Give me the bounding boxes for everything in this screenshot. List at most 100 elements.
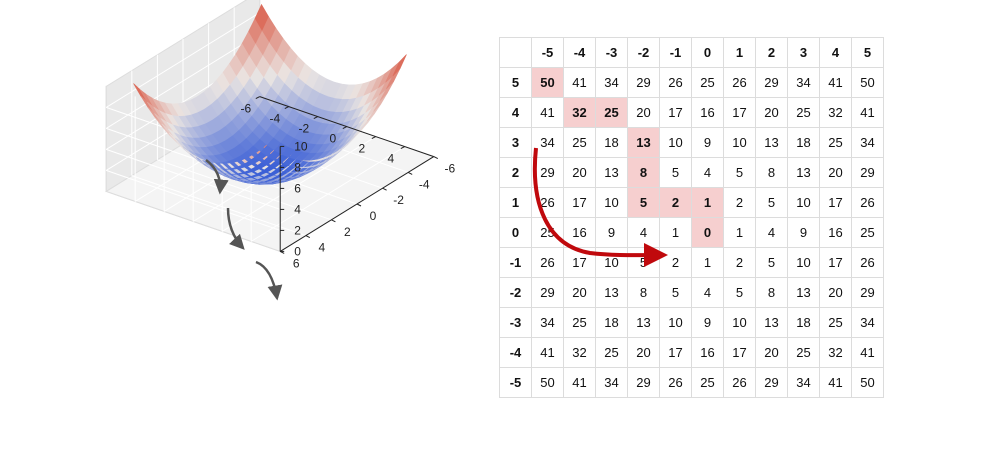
z-tick-label: 8 <box>294 160 301 174</box>
table-cell: 4 <box>691 277 724 308</box>
row-header: 4 <box>499 97 532 128</box>
row-header: -1 <box>499 247 532 278</box>
x-tick-label: 2 <box>358 142 365 156</box>
table-cell: 41 <box>531 97 564 128</box>
table-cell: 9 <box>691 307 724 338</box>
table-cell: 32 <box>819 337 852 368</box>
table-cell: 41 <box>851 97 884 128</box>
z-tick-label: 10 <box>294 139 308 153</box>
z-tick-label: 0 <box>294 244 301 258</box>
table-cell: 5 <box>659 157 692 188</box>
highlighted-cell: 32 <box>563 97 596 128</box>
table-cell: 20 <box>755 337 788 368</box>
table-cell: 25 <box>819 307 852 338</box>
table-row: 0 25 16 9 4 1 0 1 4 9 16 25 <box>499 217 884 248</box>
highlighted-cell: 2 <box>659 187 692 218</box>
table-cell: 9 <box>691 127 724 158</box>
row-header: 3 <box>499 127 532 158</box>
row-header: 2 <box>499 157 532 188</box>
highlighted-cell: 25 <box>595 97 628 128</box>
row-header: -3 <box>499 307 532 338</box>
table-cell: 17 <box>563 247 596 278</box>
row-header: -4 <box>499 337 532 368</box>
x-tick-label: 0 <box>329 132 336 146</box>
table-cell: 16 <box>691 337 724 368</box>
table-cell: 25 <box>851 217 884 248</box>
table-cell: 29 <box>531 277 564 308</box>
table-cell: 13 <box>755 307 788 338</box>
table-cell: 8 <box>755 157 788 188</box>
column-header: 4 <box>819 37 852 68</box>
table-cell: 13 <box>755 127 788 158</box>
y-tick-label: 6 <box>293 256 300 270</box>
table-cell: 20 <box>819 277 852 308</box>
table-cell: 25 <box>819 127 852 158</box>
header-row: -5 -4 -3 -2 -1 0 1 2 3 4 5 <box>499 37 884 68</box>
table-cell: 13 <box>787 157 820 188</box>
table-cell: 26 <box>851 247 884 278</box>
highlighted-cell: 50 <box>531 67 564 98</box>
table-cell: 25 <box>691 367 724 398</box>
table-cell: 18 <box>595 307 628 338</box>
table-cell: 29 <box>755 367 788 398</box>
table-cell: 9 <box>787 217 820 248</box>
table-cell: 17 <box>819 247 852 278</box>
table-cell: 41 <box>819 367 852 398</box>
table-cell: 50 <box>851 67 884 98</box>
x-tick-label: -2 <box>298 122 309 136</box>
table-cell: 17 <box>723 97 756 128</box>
table-cell: 34 <box>787 67 820 98</box>
table-cell: 34 <box>531 307 564 338</box>
table-cell: 18 <box>787 307 820 338</box>
column-header: -5 <box>531 37 564 68</box>
table-cell: 17 <box>563 187 596 218</box>
table-cell: 13 <box>627 307 660 338</box>
table-row: 2 29 20 13 8 5 4 5 8 13 20 29 <box>499 157 884 188</box>
table-row: -4 41 32 25 20 17 16 17 20 25 32 41 <box>499 337 884 368</box>
table-cell: 1 <box>723 217 756 248</box>
table-cell: 10 <box>595 187 628 218</box>
table-cell: 10 <box>659 127 692 158</box>
table-cell: 4 <box>755 217 788 248</box>
descent-arrow <box>205 159 229 195</box>
corner-cell <box>499 37 532 68</box>
y-tick-label: 0 <box>370 209 377 223</box>
table-row: -3 34 25 18 13 10 9 10 13 18 25 34 <box>499 307 884 338</box>
table-cell: 10 <box>723 127 756 158</box>
table-cell: 26 <box>723 367 756 398</box>
table-cell: 5 <box>755 187 788 218</box>
x-tick-label: -4 <box>269 112 280 126</box>
table-cell: 2 <box>659 247 692 278</box>
table-cell: 4 <box>691 157 724 188</box>
table-cell: 25 <box>563 307 596 338</box>
table-cell: 41 <box>851 337 884 368</box>
table-cell: 13 <box>787 277 820 308</box>
highlighted-cell: 1 <box>691 187 724 218</box>
table-cell: 29 <box>627 67 660 98</box>
table-cell: 20 <box>627 97 660 128</box>
row-header: 0 <box>499 217 532 248</box>
table-cell: 10 <box>659 307 692 338</box>
table-cell: 29 <box>755 67 788 98</box>
table-cell: 25 <box>563 127 596 158</box>
table-cell: 41 <box>563 367 596 398</box>
z-tick-label: 2 <box>294 223 301 237</box>
table-cell: 1 <box>659 217 692 248</box>
table-cell: 17 <box>659 97 692 128</box>
table-cell: 41 <box>819 67 852 98</box>
table-cell: 5 <box>755 247 788 278</box>
table-cell: 1 <box>691 247 724 278</box>
table-cell: 4 <box>627 217 660 248</box>
table-cell: 10 <box>723 307 756 338</box>
table-row: -2 29 20 13 8 5 4 5 8 13 20 29 <box>499 277 884 308</box>
table-cell: 10 <box>595 247 628 278</box>
table-cell: 13 <box>595 157 628 188</box>
column-header: -3 <box>595 37 628 68</box>
y-tick-label: -2 <box>393 193 404 207</box>
column-header: -2 <box>627 37 660 68</box>
table-cell: 29 <box>851 157 884 188</box>
table-cell: 5 <box>723 277 756 308</box>
row-header: 1 <box>499 187 532 218</box>
table-cell: 8 <box>627 277 660 308</box>
